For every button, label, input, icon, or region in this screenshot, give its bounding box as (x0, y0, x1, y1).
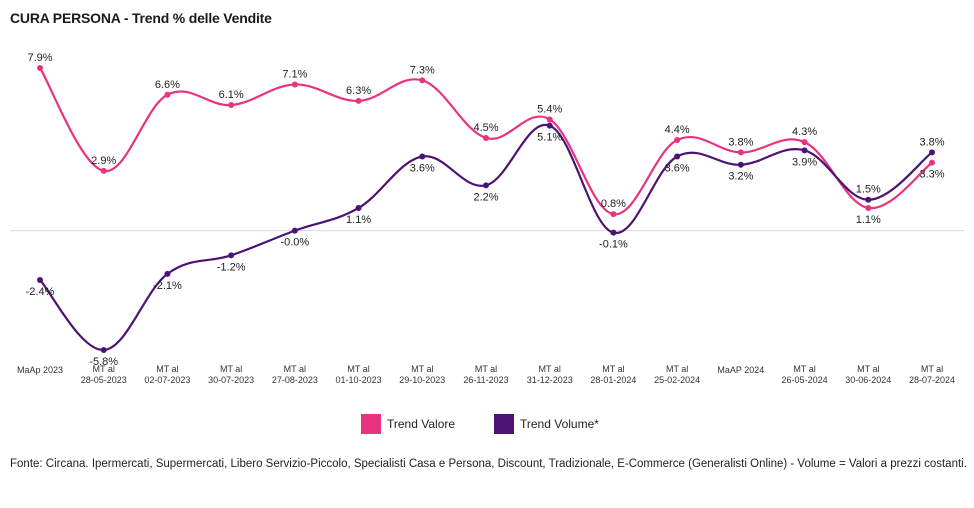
legend-item-valore[interactable]: Trend Valore (361, 414, 455, 434)
x-tick-label-4: MT al 27-08-2023 (272, 364, 318, 385)
data-point-volume-10[interactable] (674, 153, 681, 160)
data-point-valore-2[interactable] (164, 91, 171, 98)
data-point-valore-8[interactable] (546, 116, 553, 123)
data-point-volume-0[interactable] (37, 277, 43, 284)
data-point-valore-3[interactable] (228, 102, 235, 109)
x-tick-label-14: MT al 28-07-2024 (909, 364, 955, 385)
data-label-valore-10: 4.4% (665, 124, 690, 136)
data-point-volume-12[interactable] (801, 147, 808, 154)
data-label-volume-6: 3.6% (410, 163, 435, 175)
data-label-volume-3: -1.2% (217, 261, 246, 273)
data-label-volume-13: 1.5% (856, 184, 881, 196)
data-label-valore-1: 2.9% (91, 155, 116, 167)
data-label-valore-14: 3.3% (919, 169, 944, 181)
data-label-valore-13: 1.1% (856, 214, 881, 226)
data-point-valore-4[interactable] (291, 81, 298, 88)
data-point-valore-6[interactable] (419, 77, 426, 84)
data-point-volume-2[interactable] (164, 270, 171, 277)
data-point-valore-13[interactable] (865, 204, 872, 211)
data-label-volume-11: 3.2% (728, 171, 753, 183)
data-label-volume-12: 3.9% (792, 156, 817, 168)
x-tick-label-1: MT al 28-05-2023 (81, 364, 127, 385)
data-point-valore-1[interactable] (100, 167, 107, 174)
data-label-valore-4: 7.1% (282, 68, 307, 80)
data-label-valore-6: 7.3% (410, 64, 435, 76)
data-label-valore-11: 3.8% (728, 136, 753, 148)
chart-title: CURA PERSONA - Trend % delle Vendite (10, 10, 272, 26)
x-tick-label-3: MT al 30-07-2023 (208, 364, 254, 385)
data-label-volume-14: 3.8% (919, 136, 944, 148)
data-label-volume-5: 1.1% (346, 214, 371, 226)
data-point-volume-8[interactable] (546, 122, 553, 129)
x-tick-label-13: MT al 30-06-2024 (845, 364, 891, 385)
source-note: Fonte: Circana. Ipermercati, Supermercat… (10, 458, 967, 470)
data-label-volume-7: 2.2% (473, 191, 498, 203)
x-tick-label-6: MT al 29-10-2023 (399, 364, 445, 385)
data-point-valore-10[interactable] (674, 137, 681, 144)
data-point-volume-9[interactable] (610, 229, 617, 236)
data-point-volume-11[interactable] (737, 161, 744, 168)
data-point-valore-14[interactable] (929, 159, 935, 166)
data-point-valore-5[interactable] (355, 97, 362, 104)
x-tick-label-5: MT al 01-10-2023 (336, 364, 382, 385)
data-point-volume-13[interactable] (865, 196, 872, 203)
legend-label-volume: Trend Volume* (520, 417, 599, 431)
data-label-volume-2: -2.1% (153, 280, 182, 292)
x-tick-label-9: MT al 28-01-2024 (590, 364, 636, 385)
data-label-volume-0: -2.4% (26, 286, 55, 298)
data-label-valore-0: 7.9% (27, 52, 52, 64)
x-tick-label-2: MT al 02-07-2023 (144, 364, 190, 385)
data-label-volume-9: -0.1% (599, 239, 628, 251)
data-label-valore-3: 6.1% (219, 89, 244, 101)
data-point-volume-4[interactable] (291, 227, 298, 234)
x-tick-label-10: MT al 25-02-2024 (654, 364, 700, 385)
data-point-volume-5[interactable] (355, 204, 362, 211)
data-point-valore-0[interactable] (37, 65, 43, 71)
data-label-volume-8: 5.1% (537, 132, 562, 144)
series-line-volume (39, 123, 933, 352)
x-tick-label-8: MT al 31-12-2023 (527, 364, 573, 385)
x-tick-label-7: MT al 26-11-2023 (463, 364, 508, 385)
legend-label-valore: Trend Valore (387, 417, 456, 431)
data-point-volume-14[interactable] (929, 149, 935, 156)
data-point-valore-7[interactable] (483, 134, 489, 141)
data-point-volume-7[interactable] (483, 182, 489, 189)
line-chart: 7.9% 2.9% 6.6% 6.1% 7.1% 6.3% 7.3% 4.5% 5.4% 0.8%… (10, 52, 964, 385)
x-tick-label-12: MT al 26-05-2024 (782, 364, 828, 385)
data-label-valore-8: 5.4% (537, 103, 562, 115)
x-tick-label-11: MaAP 2024 (717, 365, 764, 375)
legend: Trend Valore Trend Volume* (0, 414, 974, 434)
x-tick-label-0: MaAp 2023 (17, 365, 63, 375)
legend-item-volume[interactable]: Trend Volume* (494, 414, 599, 434)
data-point-volume-3[interactable] (228, 252, 235, 259)
legend-swatch-volume (494, 414, 514, 434)
data-label-volume-10: 3.6% (665, 163, 690, 175)
data-point-valore-12[interactable] (801, 139, 808, 146)
legend-swatch-valore (361, 414, 381, 434)
data-point-volume-6[interactable] (419, 153, 426, 160)
data-label-valore-12: 4.3% (792, 126, 817, 138)
data-label-volume-4: -0.0% (280, 237, 309, 249)
data-label-valore-2: 6.6% (155, 79, 180, 91)
data-label-valore-7: 4.5% (473, 122, 498, 134)
data-point-valore-11[interactable] (737, 149, 744, 156)
data-label-volume-1: -5.8% (89, 356, 118, 368)
data-label-valore-5: 6.3% (346, 85, 371, 97)
data-label-valore-9: 0.8% (601, 198, 626, 210)
data-point-volume-1[interactable] (100, 347, 107, 353)
data-point-valore-9[interactable] (610, 211, 617, 218)
